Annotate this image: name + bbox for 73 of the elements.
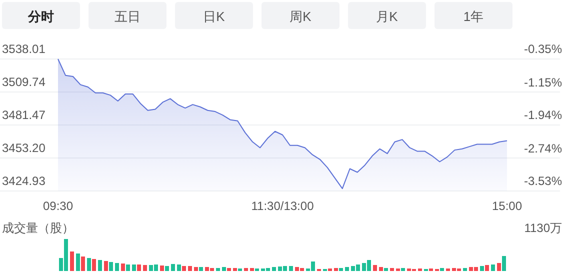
bar: [143, 265, 147, 271]
bar: [98, 260, 102, 271]
bar: [396, 268, 400, 271]
y2-tick-label: -2.74%: [524, 141, 562, 156]
x-tick-label: 09:30: [42, 199, 74, 214]
tab: 月K: [348, 2, 426, 29]
bar: [250, 268, 254, 271]
bar: [165, 266, 169, 271]
y-tick-label: 3481.47: [2, 108, 46, 122]
bar: [485, 265, 489, 271]
y-tick-label: 3424.93: [2, 174, 46, 188]
bar: [238, 268, 242, 271]
bar: [70, 251, 74, 271]
bar: [92, 258, 96, 271]
bar: [480, 266, 484, 271]
bar: [244, 268, 248, 271]
bar: [87, 258, 91, 271]
x-tick-label: 15:00: [492, 199, 522, 214]
bar: [109, 262, 113, 271]
bar: [121, 264, 125, 271]
y2-tick-label: -1.15%: [524, 75, 562, 90]
bar: [227, 268, 231, 271]
bar: [345, 267, 349, 271]
bar: [76, 253, 80, 271]
x-tick-label: 11:30/13:00: [251, 199, 314, 214]
bar: [339, 268, 343, 271]
bar: [255, 268, 259, 271]
bar: [272, 267, 276, 271]
bar: [104, 260, 108, 271]
bar: [289, 266, 293, 271]
y2-tick-label: -0.35%: [524, 42, 562, 56]
bar: [384, 268, 388, 271]
bar: [182, 266, 186, 271]
bar: [373, 265, 377, 271]
bar: [497, 263, 501, 271]
bar: [132, 264, 136, 271]
y2-tick-label: -1.94%: [524, 108, 562, 122]
bar: [233, 268, 237, 271]
bar: [199, 267, 203, 271]
tab: 日K: [175, 2, 253, 29]
bar: [194, 266, 198, 271]
bar: [216, 268, 220, 271]
bar: [418, 268, 422, 271]
bar: [446, 268, 450, 271]
bar: [390, 268, 394, 271]
bar: [137, 264, 141, 271]
bar: [463, 268, 467, 271]
bar: [160, 266, 164, 271]
bar: [328, 268, 332, 271]
y-tick-label: 3538.01: [2, 42, 46, 56]
tab: 五日: [88, 2, 166, 29]
tab: 周K: [262, 2, 340, 29]
bar: [171, 264, 175, 271]
bar: [222, 267, 226, 271]
bar: [126, 264, 130, 271]
y-tick-label: 3509.74: [2, 75, 46, 90]
tab: 1年: [434, 2, 512, 29]
bar: [491, 264, 495, 271]
chart-title: 成交量（股）: [2, 221, 74, 236]
bar: [177, 264, 181, 271]
y2-tick-label: -3.53%: [524, 174, 562, 188]
bar: [429, 268, 433, 271]
y-tick-label: 3453.20: [2, 141, 46, 156]
bar: [440, 268, 444, 271]
bar: [115, 263, 119, 271]
text: 1130万: [524, 221, 562, 236]
bar: [81, 256, 85, 271]
bar: [379, 266, 383, 271]
bar: [502, 256, 506, 271]
tab: 分时: [2, 2, 80, 29]
bar: [188, 266, 192, 271]
bar: [334, 268, 338, 271]
bar: [401, 268, 405, 271]
